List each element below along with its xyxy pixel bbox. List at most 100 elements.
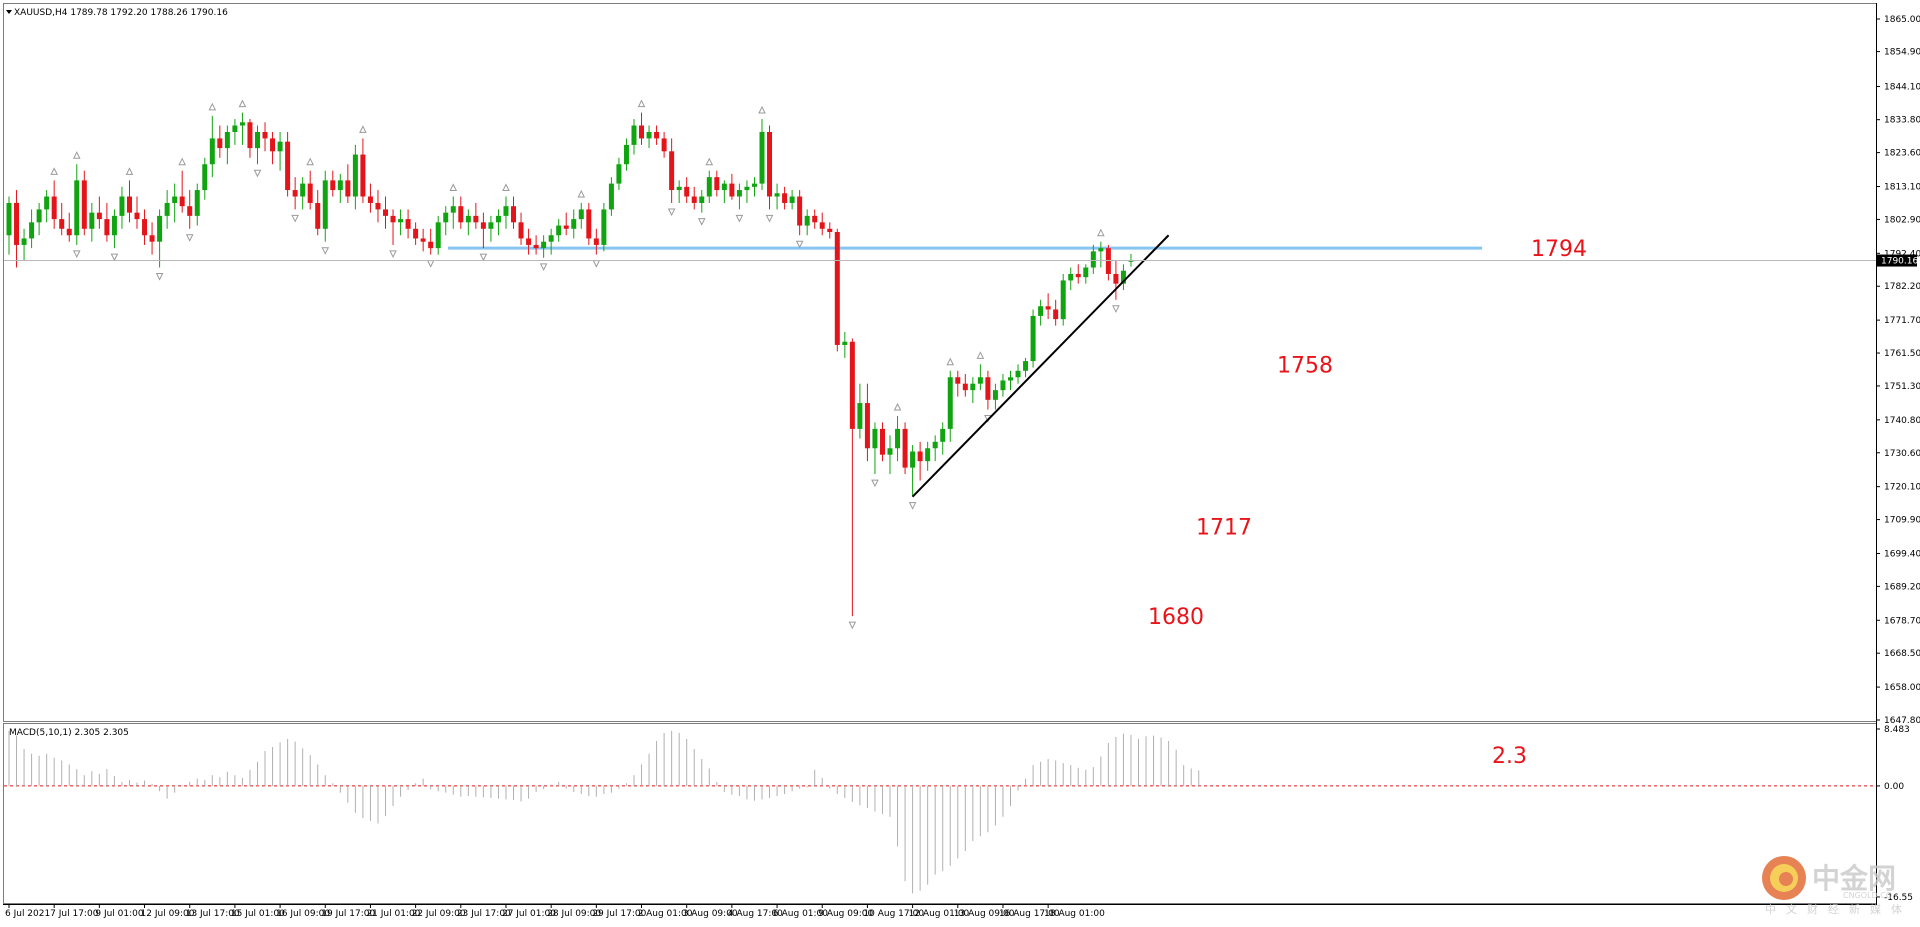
price-tick-label: 1751.30 [1884, 382, 1920, 392]
candle-body [970, 383, 976, 391]
candle-body [872, 428, 878, 449]
candle-body [217, 138, 223, 149]
candle-body [300, 183, 306, 197]
price-tick-label: 1689.20 [1884, 582, 1920, 592]
annotation-label: 1758 [1277, 353, 1333, 378]
price-tick-label: 1658.00 [1884, 683, 1920, 693]
candle-body [812, 215, 818, 223]
fractal-down-icon [389, 250, 397, 259]
candle-body [1053, 309, 1059, 320]
price-tick-label: 1720.10 [1884, 483, 1920, 493]
candle-body [413, 228, 419, 239]
candle-body [134, 212, 140, 220]
candle-body [518, 222, 524, 239]
fractal-up-icon [502, 183, 510, 192]
current-price-label: 1790.16 [1881, 257, 1918, 267]
fractal-up-icon [1097, 228, 1105, 237]
candle-body [789, 196, 795, 203]
candle-body [1120, 270, 1126, 284]
candle-body [774, 193, 780, 197]
candle-body [405, 219, 411, 229]
candle-body [571, 219, 577, 229]
candle-body [375, 202, 381, 210]
fractal-up-icon [306, 157, 315, 166]
candle-body [910, 451, 916, 468]
candle-body [669, 151, 675, 191]
price-tick-label: 1678.70 [1884, 616, 1920, 626]
candle-body [955, 377, 961, 384]
candle-body [277, 141, 283, 152]
fractal-down-icon [765, 214, 774, 223]
svg-text:中金网: 中金网 [1812, 862, 1896, 895]
candle-body [51, 196, 57, 220]
price-tick-label: 1699.40 [1884, 549, 1920, 559]
candle-body [563, 225, 569, 229]
fractal-up-icon [178, 157, 186, 166]
candle-body [849, 341, 855, 429]
candle-body [744, 186, 750, 191]
candle-body [526, 238, 532, 245]
price-tick-label: 1740.80 [1884, 416, 1920, 426]
candle-body [608, 183, 614, 210]
fractal-up-icon [125, 167, 134, 175]
candle-body [59, 219, 65, 229]
price-tick-label: 1668.50 [1884, 649, 1920, 659]
price-tick-label: 1730.60 [1884, 449, 1920, 459]
macd-label: MACD(5,10,1) 2.305 2.305 [9, 728, 129, 738]
price-tick-label: 1792.40 [1884, 249, 1920, 259]
fractal-up-icon [208, 102, 217, 111]
candle-body [962, 383, 968, 391]
candle-body [119, 196, 125, 216]
time-label: 16 Aug 17:00 [999, 909, 1060, 919]
candle-body [398, 219, 404, 223]
fractal-down-icon [848, 621, 857, 630]
price-tick-label: 1709.90 [1884, 516, 1920, 526]
fractal-down-icon [155, 273, 164, 281]
candle-body [458, 206, 464, 223]
candle-body [209, 138, 215, 165]
time-label: 13 Jul 17:00 [186, 909, 240, 919]
annotation-label: 2.3 [1492, 744, 1527, 769]
candle-body [699, 196, 705, 203]
fractal-down-icon [253, 169, 262, 178]
candle-body [164, 202, 170, 216]
candle-body [767, 131, 773, 197]
fractal-up-icon [976, 351, 985, 359]
candle-body [721, 183, 727, 191]
fractal-down-icon [1112, 305, 1120, 313]
candle-body [631, 125, 637, 145]
candle-body [292, 190, 298, 197]
candle-body [337, 180, 343, 191]
candle-body [1030, 315, 1036, 362]
candle-body [202, 164, 208, 191]
candle-body [887, 448, 893, 455]
candle-body [729, 183, 735, 197]
candle-body [759, 131, 765, 184]
candle-body [224, 131, 230, 149]
candle-body [646, 131, 652, 139]
candle-body [465, 215, 471, 223]
candle-body [247, 122, 253, 149]
candle-body [586, 209, 592, 239]
candle-body [1045, 306, 1051, 310]
price-tick-label: 1761.50 [1884, 349, 1920, 359]
annotation-label: 1680 [1148, 605, 1204, 630]
candle-body [864, 403, 870, 449]
fractal-up-icon [50, 167, 58, 175]
candle-body [6, 202, 12, 236]
candle-body [345, 180, 351, 197]
time-label: 28 Jul 09:00 [547, 909, 601, 919]
candle-body [1090, 251, 1096, 268]
time-label: 13 Aug 09:00 [954, 909, 1015, 919]
time-label: 12 Aug 01:00 [909, 909, 970, 919]
fractal-down-icon [72, 250, 81, 259]
candle-body [947, 377, 953, 429]
candle-body [736, 190, 742, 197]
triangle-down-icon[interactable] [6, 10, 12, 14]
symbol-header: XAUUSD,H4 1789.78 1792.20 1788.26 1790.1… [14, 8, 228, 18]
candle-body [1007, 377, 1013, 381]
candle-body [14, 202, 20, 245]
candle-body [435, 222, 441, 249]
candle-body [676, 186, 682, 191]
price-tick-label: 1854.90 [1884, 48, 1920, 58]
